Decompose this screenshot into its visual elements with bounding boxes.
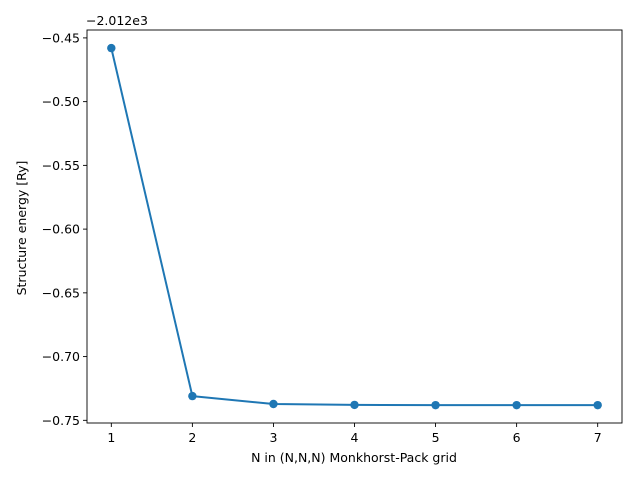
x-tick-label: 2	[188, 430, 196, 445]
y-offset-label: −2.012e3	[86, 13, 148, 28]
x-tick-label: 3	[269, 430, 277, 445]
data-point	[350, 400, 359, 410]
x-tick-label: 4	[351, 430, 359, 445]
y-tick-label: −0.50	[42, 94, 80, 109]
y-tick-label: −0.55	[42, 158, 80, 173]
data-point	[269, 399, 278, 409]
y-axis-label: Structure energy [Ry]	[14, 161, 29, 296]
y-tick-label: −0.65	[42, 285, 80, 300]
plot-area	[86, 29, 623, 424]
x-axis-label: N in (N,N,N) Monkhorst-Pack grid	[251, 450, 457, 465]
x-tick-label: 6	[513, 430, 521, 445]
axes-frame	[86, 29, 623, 424]
y-axis-ticks: −0.45 −0.50 −0.55 −0.60 −0.65 −0.70 −0.75	[42, 30, 87, 428]
y-tick-label: −0.70	[42, 349, 80, 364]
series-group	[107, 43, 602, 410]
x-axis-ticks: 1 2 3 4 5 6 7	[107, 423, 602, 445]
x-tick-label: 5	[432, 430, 440, 445]
x-tick-label: 7	[594, 430, 602, 445]
y-tick-label: −0.45	[42, 30, 80, 45]
data-point	[188, 391, 197, 401]
data-point	[512, 400, 521, 410]
data-point	[431, 400, 440, 410]
y-tick-label: −0.75	[42, 413, 80, 428]
x-tick-label: 1	[107, 430, 115, 445]
data-point	[593, 400, 602, 410]
y-tick-label: −0.60	[42, 222, 80, 237]
data-point	[107, 43, 116, 53]
series-line	[110, 47, 598, 407]
